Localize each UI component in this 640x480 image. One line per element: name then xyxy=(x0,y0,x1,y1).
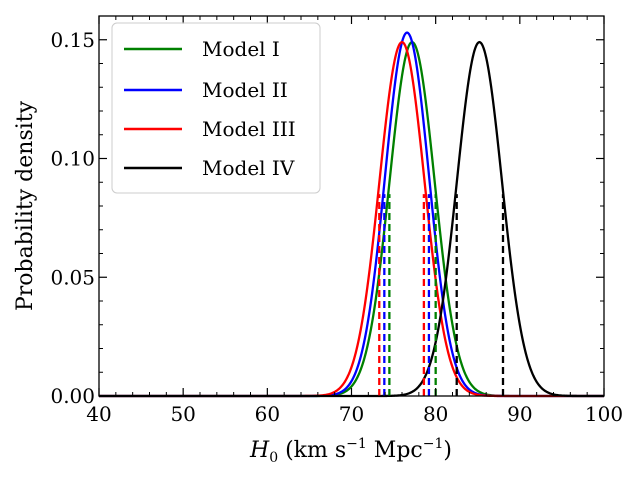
legend-label-model-iii: Model III xyxy=(202,117,296,141)
legend-label-model-iv: Model IV xyxy=(202,156,295,180)
y-tick-label: 0.10 xyxy=(50,147,95,171)
plot-area xyxy=(98,15,605,398)
y-axis-label: Probability density xyxy=(13,100,38,311)
x-axis-label: H0 (km s−1 Mpc−1) xyxy=(249,436,452,466)
legend-label-model-i: Model I xyxy=(202,37,280,61)
x-tick-label: 70 xyxy=(339,402,364,426)
x-tick-label: 40 xyxy=(86,402,111,426)
axis-ticks xyxy=(98,16,605,397)
x-tick-label: 80 xyxy=(423,402,448,426)
y-tick-label: 0.05 xyxy=(50,265,95,289)
plot-frame xyxy=(98,15,605,397)
legend-label-model-ii: Model II xyxy=(202,78,288,102)
legend-box xyxy=(111,22,321,194)
y-tick-label: 0.00 xyxy=(50,384,95,408)
x-tick-label: 90 xyxy=(507,402,532,426)
x-tick-label: 100 xyxy=(585,402,623,426)
interval-markers xyxy=(378,194,505,396)
x-tick-label: 50 xyxy=(170,402,195,426)
legend: Model I Model II Model III Model IV xyxy=(111,22,321,194)
x-tick-labels: 40 50 60 70 80 90 100 xyxy=(86,402,623,426)
x-tick-label: 60 xyxy=(255,402,280,426)
y-tick-label: 0.15 xyxy=(50,28,95,52)
y-tick-labels: 0.00 0.05 0.10 0.15 xyxy=(50,28,95,408)
